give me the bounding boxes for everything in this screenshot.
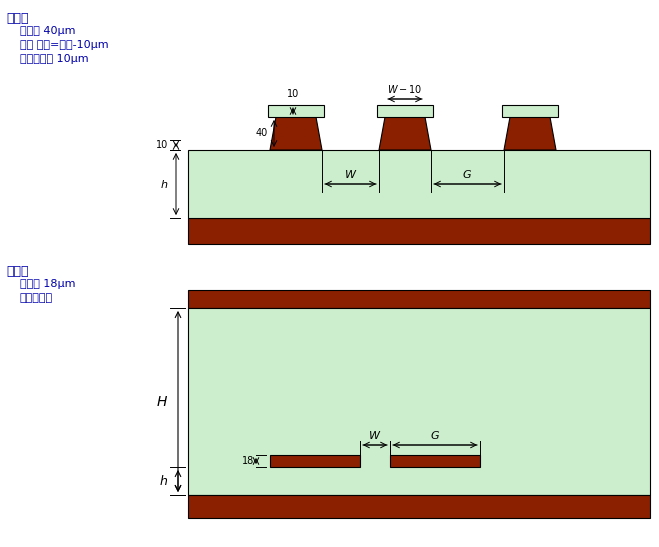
Text: 中間層: 中間層 [6,265,28,278]
Text: $W$: $W$ [344,168,357,180]
Text: 10: 10 [156,140,168,150]
Text: $H$: $H$ [156,394,168,409]
Bar [188,150,650,218]
Polygon shape [502,105,558,117]
Text: 40: 40 [256,129,268,138]
Text: $W$: $W$ [368,429,382,441]
Text: 導体厘 18μm: 導体厘 18μm [20,279,76,289]
Polygon shape [270,117,322,150]
Bar [188,495,650,518]
Text: $W-10$: $W-10$ [387,83,422,95]
Text: $G$: $G$ [430,429,440,441]
Text: 18: 18 [242,456,254,466]
Text: 台形 上底=下底-10μm: 台形 上底=下底-10μm [20,40,109,50]
Text: 10: 10 [287,89,299,99]
Text: $h$: $h$ [159,178,168,190]
Polygon shape [504,117,556,150]
Bar [390,455,480,467]
Text: $h$: $h$ [159,474,168,488]
Polygon shape [377,105,433,117]
Bar [188,218,650,244]
Bar [188,308,650,495]
Polygon shape [379,117,431,150]
Text: レジスト厘 10μm: レジスト厘 10μm [20,54,88,64]
Text: 表面層: 表面層 [6,12,28,25]
Text: 導体厘 40μm: 導体厘 40μm [20,26,76,36]
Text: 長方形導体: 長方形導体 [20,293,53,303]
Bar [188,290,650,308]
Polygon shape [268,105,324,117]
Text: $G$: $G$ [463,168,473,180]
Bar [270,455,360,467]
